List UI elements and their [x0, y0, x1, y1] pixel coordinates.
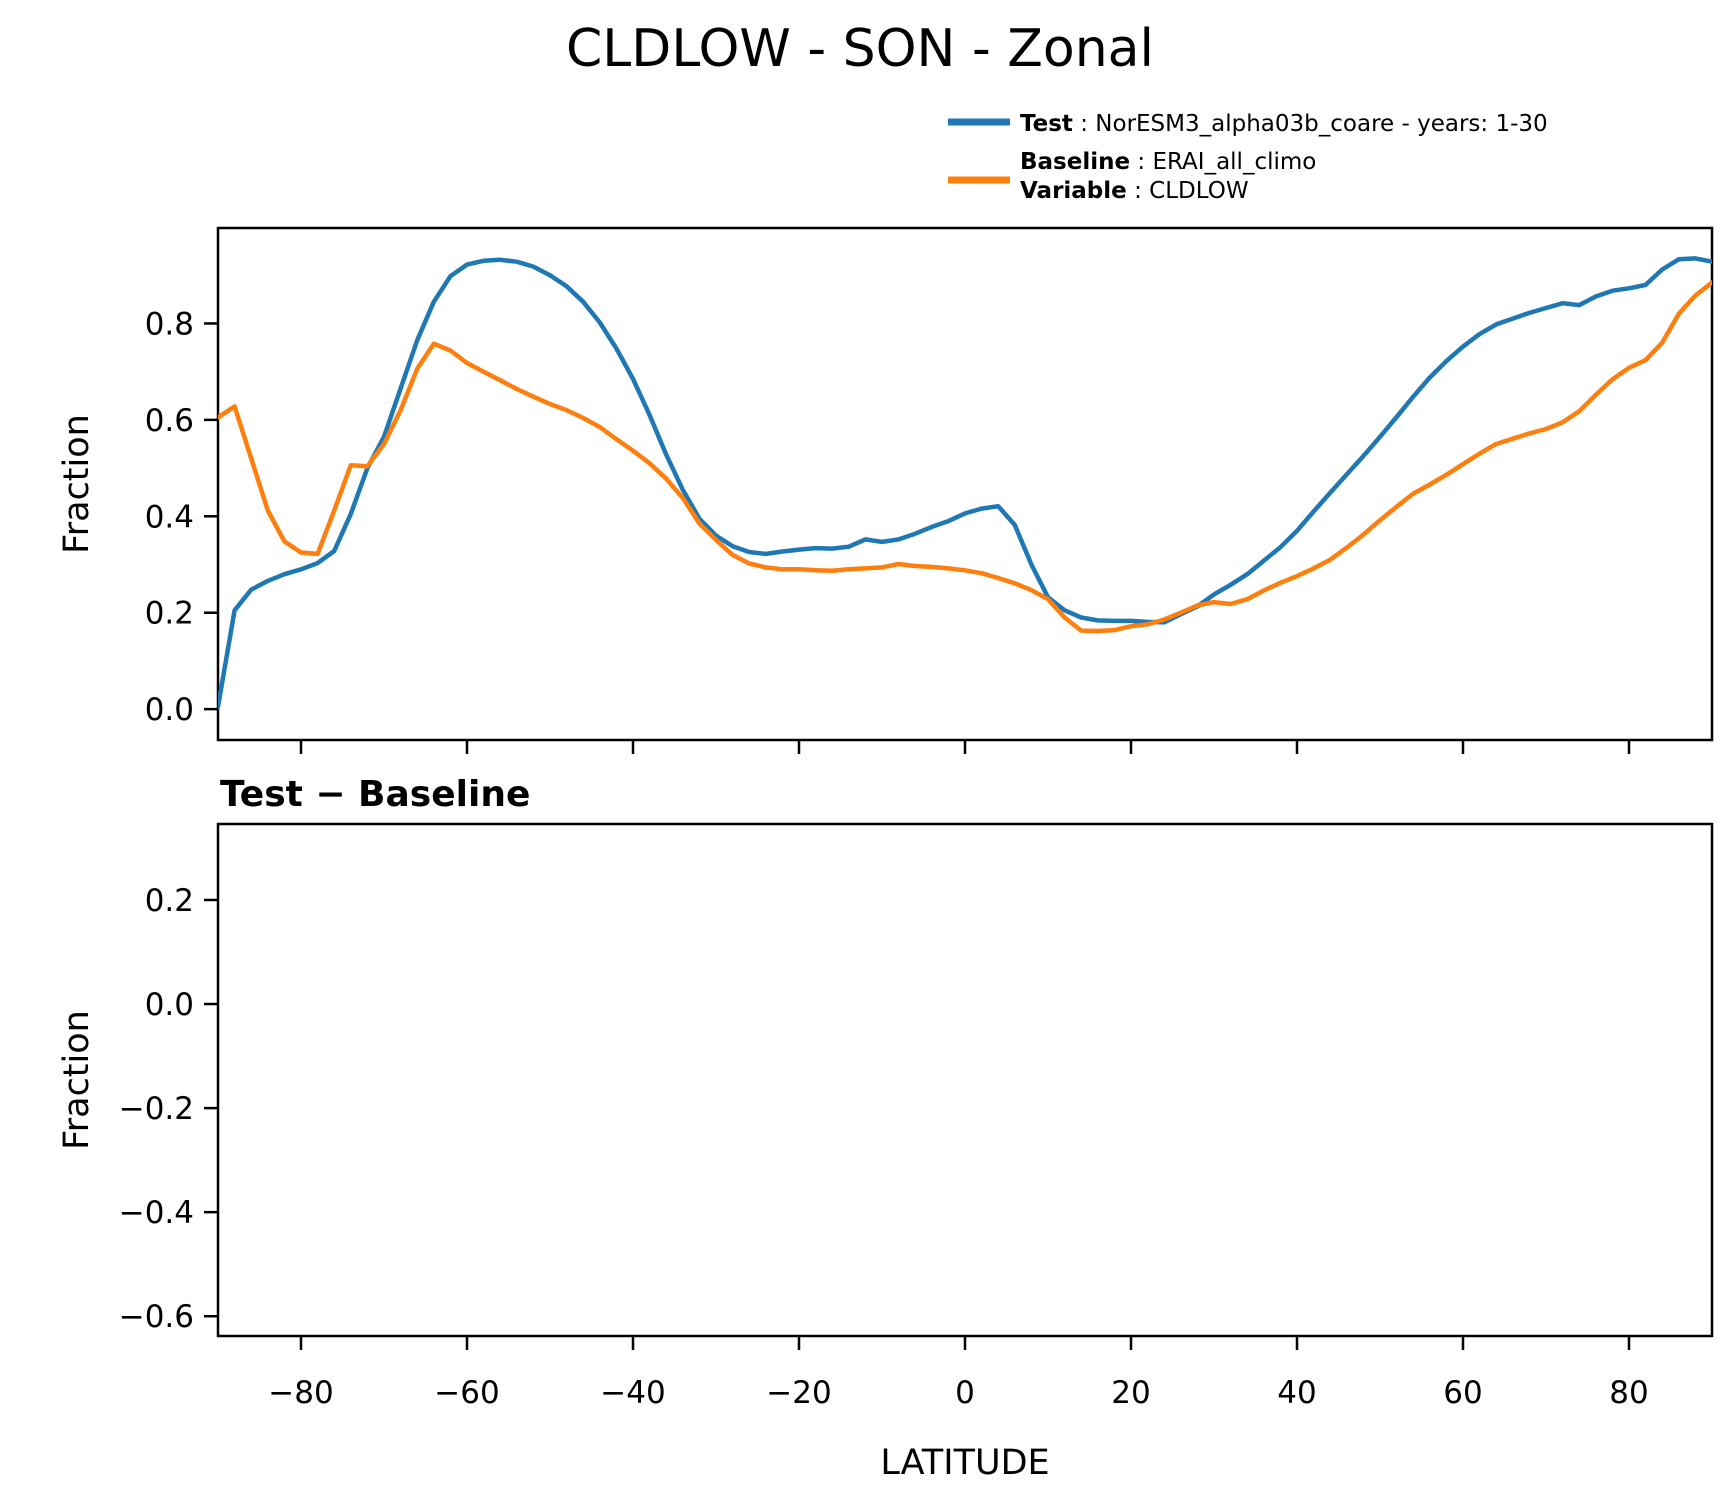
panel2-subtitle: Test − Baseline	[220, 774, 530, 815]
legend-test-label-bold: Test	[1020, 111, 1073, 137]
panel2-xtick-label: 0	[955, 1375, 975, 1411]
legend-variable-label-text: : CLDLOW	[1127, 178, 1249, 204]
panel2-spines	[216, 822, 1714, 1338]
panel2-ylabel: Fraction	[57, 1010, 97, 1150]
panel2-xtick-label: −60	[434, 1375, 499, 1411]
legend-test-label: Test : NorESM3_alpha03b_coare - years: 1…	[1020, 111, 1548, 137]
legend-variable-label: Variable : CLDLOW	[1020, 178, 1249, 204]
chart-title: CLDLOW - SON - Zonal	[566, 19, 1154, 79]
panel2-ytick-label: −0.6	[119, 1299, 194, 1335]
panel1-series-test	[218, 256, 1712, 709]
panel1-spines	[216, 226, 1714, 742]
axes-layer: 0.0 0.2 0.4 0.6 0.8 0.2 0.0 −0.2 −0.4 −0.6 −80 −60 −…	[119, 226, 1714, 1411]
panel1-ytick-label: 0.8	[145, 306, 194, 342]
panel2-ytick-label: −0.4	[119, 1195, 194, 1231]
panel2-xtick-label: −80	[268, 1375, 333, 1411]
panel2-xtick-label: 40	[1277, 1375, 1316, 1411]
legend: Test : NorESM3_alpha03b_coare - years: 1…	[948, 111, 1548, 204]
xaxis-label: LATITUDE	[880, 1443, 1049, 1483]
legend-baseline-label: Baseline : ERAI_all_climo	[1020, 149, 1316, 175]
panel1-ytick-label: 0.2	[145, 596, 194, 632]
panel2-ytick-label: −0.2	[119, 1091, 194, 1127]
panel1-series-baseline	[218, 280, 1712, 634]
legend-baseline-label-bold: Baseline	[1020, 149, 1130, 175]
panel1-ytick-label: 0.4	[145, 499, 194, 535]
panel2-xtick-label: 80	[1609, 1375, 1648, 1411]
legend-baseline-label-text: : ERAI_all_climo	[1130, 149, 1316, 175]
panel2-xtick-label: 20	[1111, 1375, 1150, 1411]
panel2-xtick-label: −20	[766, 1375, 831, 1411]
panel1-ylabel: Fraction	[57, 414, 97, 554]
panel2-ytick-label: 0.2	[145, 883, 194, 919]
legend-variable-label-bold: Variable	[1020, 178, 1127, 204]
legend-test-label-text: : NorESM3_alpha03b_coare - years: 1-30	[1073, 111, 1548, 137]
panel2-xtick-label: −40	[600, 1375, 665, 1411]
panel1-ytick-label: 0.6	[145, 403, 194, 439]
panel2-ytick-label: 0.0	[145, 987, 194, 1023]
panel2-xtick-label: 60	[1443, 1375, 1482, 1411]
panel1-ytick-label: 0.0	[145, 692, 194, 728]
